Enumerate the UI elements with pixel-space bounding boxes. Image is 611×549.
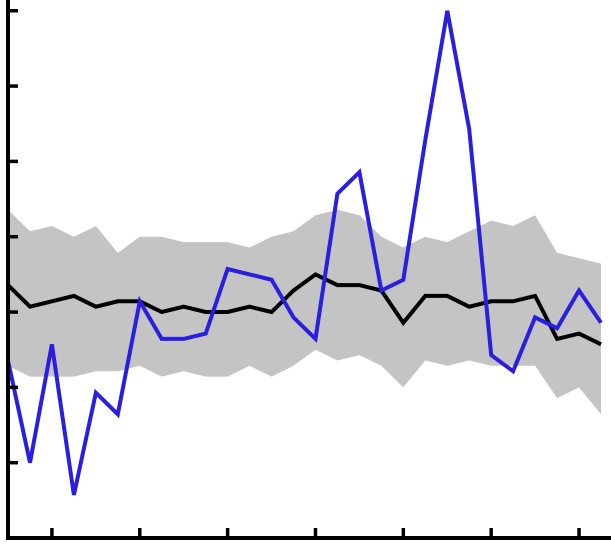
series-1-point bbox=[557, 338, 558, 339]
axes-layer bbox=[6, 0, 611, 540]
series-1-point bbox=[403, 322, 404, 323]
series-1-point bbox=[249, 306, 250, 307]
series-2-point bbox=[227, 269, 228, 270]
series-2-point bbox=[293, 317, 294, 318]
series-2-point bbox=[359, 172, 360, 173]
series-2-point bbox=[425, 139, 426, 140]
series-2-point bbox=[139, 301, 140, 302]
series-2-point bbox=[557, 328, 558, 329]
series-2-point bbox=[513, 371, 514, 372]
series-1-point bbox=[30, 306, 31, 307]
series-2-point bbox=[601, 322, 602, 323]
series-1-point bbox=[117, 301, 118, 302]
series-2-point bbox=[51, 344, 52, 345]
series-2-point bbox=[337, 193, 338, 194]
series-1-point bbox=[359, 285, 360, 286]
series-2-point bbox=[491, 355, 492, 356]
series-2-point bbox=[205, 333, 206, 334]
series-2-point bbox=[315, 338, 316, 339]
series-2-point bbox=[183, 338, 184, 339]
series-2-point bbox=[30, 462, 31, 463]
series-2-point bbox=[447, 10, 448, 11]
series-1-point bbox=[227, 312, 228, 313]
series-2-point bbox=[535, 317, 536, 318]
series-line-2 bbox=[6, 10, 603, 496]
series-1-point bbox=[447, 295, 448, 296]
series-1-point bbox=[601, 344, 602, 345]
series-1-point bbox=[491, 301, 492, 302]
series-1-point bbox=[73, 295, 74, 296]
series-2-point bbox=[249, 274, 250, 275]
series-1-point bbox=[205, 312, 206, 313]
series-line-1 bbox=[6, 272, 602, 347]
series-1-point bbox=[51, 301, 52, 302]
confidence-band-layer bbox=[8, 209, 601, 415]
series-2-point bbox=[73, 495, 74, 496]
series-1-point bbox=[315, 274, 316, 275]
series-1-point bbox=[271, 312, 272, 313]
series-2-point bbox=[403, 279, 404, 280]
series-layer bbox=[6, 10, 603, 496]
series-2-point bbox=[469, 129, 470, 130]
series-1-point bbox=[535, 295, 536, 296]
series-1-point bbox=[469, 306, 470, 307]
series-1-point bbox=[293, 290, 294, 291]
series-2-point bbox=[271, 279, 272, 280]
series-2-point bbox=[117, 414, 118, 415]
series-2-point bbox=[95, 392, 96, 393]
series-2-point bbox=[161, 338, 162, 339]
series-1-point bbox=[337, 285, 338, 286]
confidence-band bbox=[8, 209, 601, 415]
series-1-point bbox=[425, 295, 426, 296]
series-2-point bbox=[381, 290, 382, 291]
series-1-point bbox=[95, 306, 96, 307]
series-1-point bbox=[513, 301, 514, 302]
series-1-point bbox=[183, 306, 184, 307]
series-1-point bbox=[579, 333, 580, 334]
series-1-point bbox=[161, 312, 162, 313]
series-2-point bbox=[579, 290, 580, 291]
